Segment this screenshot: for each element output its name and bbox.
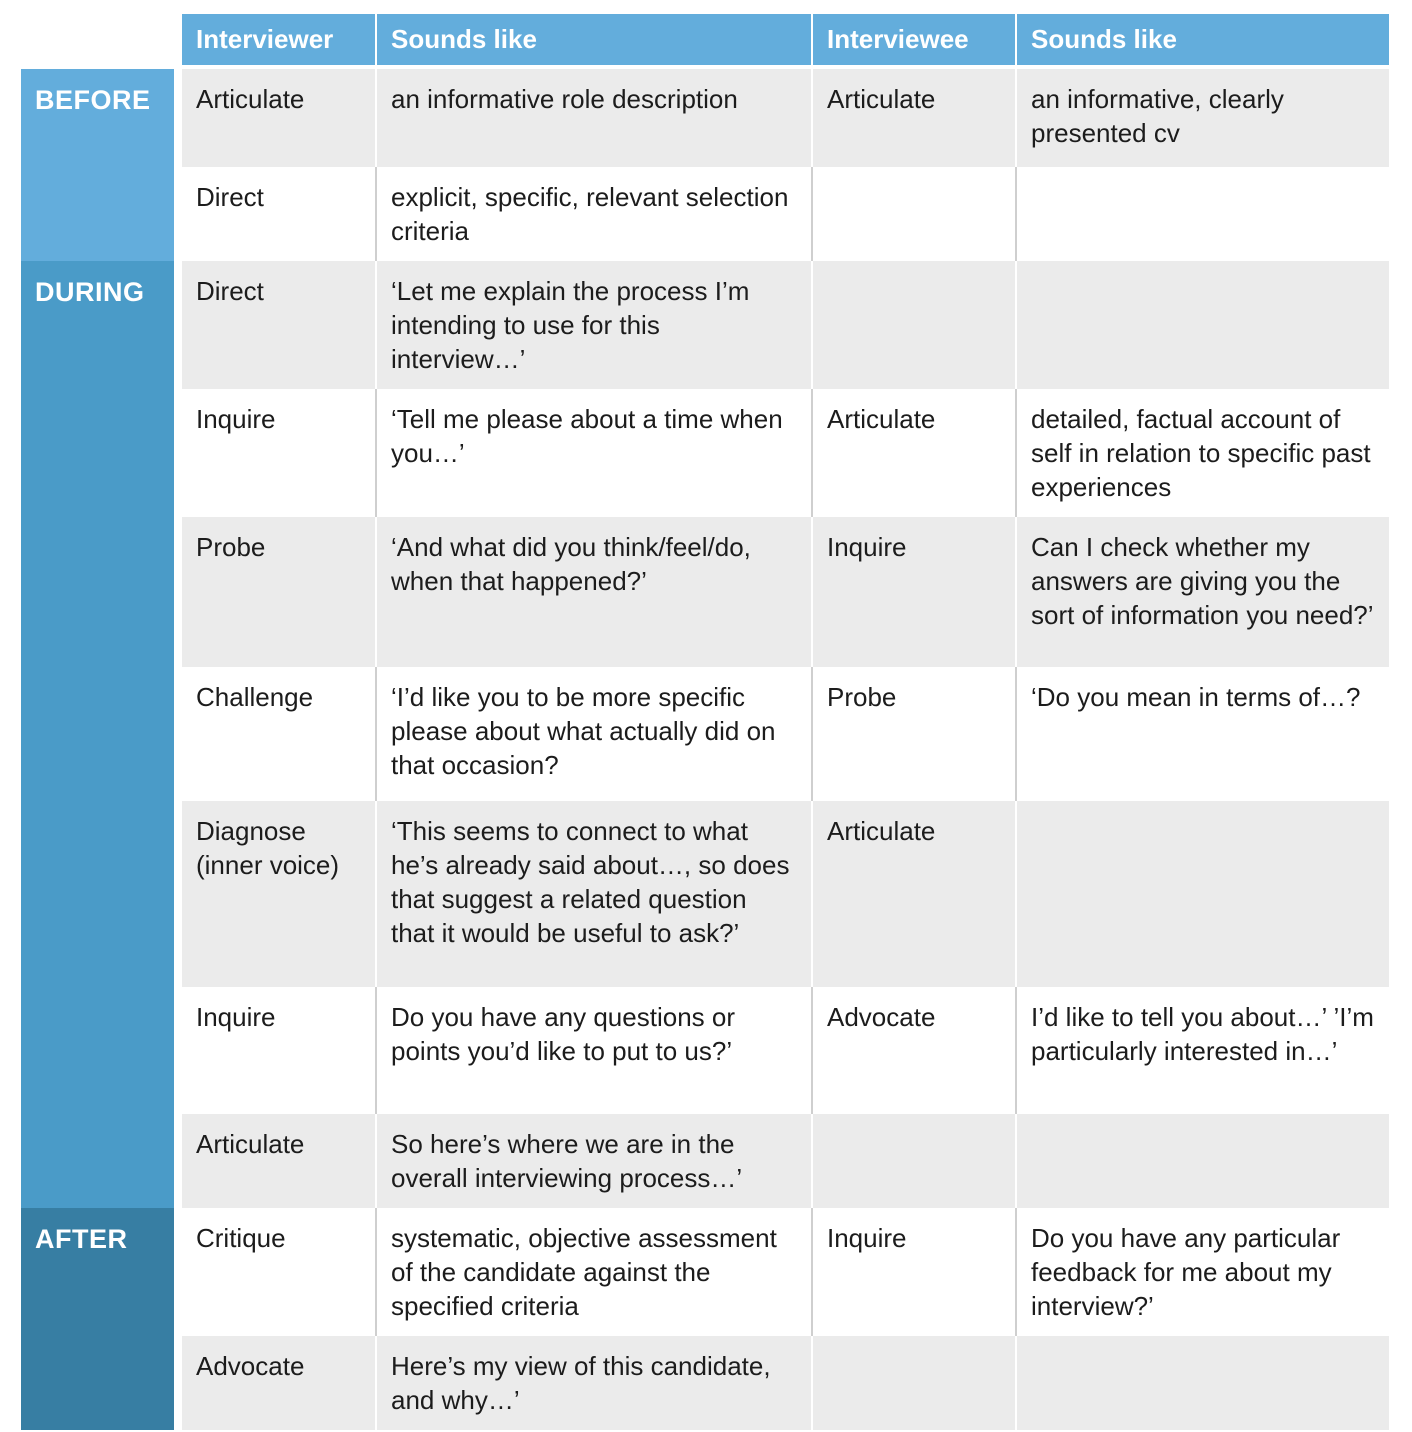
table-row: Advocate Here’s my view of this candidat… (21, 1336, 1389, 1430)
cell-interviewer: Direct (182, 261, 375, 389)
header-cell-interviewee-sounds-like: Sounds like (1015, 14, 1389, 69)
cell-interviewer: Critique (182, 1208, 375, 1336)
cell-interviewee: Inquire (811, 517, 1015, 667)
cell-interviewer: Diagnose (inner voice) (182, 801, 375, 987)
cell-interviewee (811, 1114, 1015, 1208)
cell-interviewer: Inquire (182, 389, 375, 517)
cell-interviewee: Articulate (811, 69, 1015, 167)
cell-interviewee-sounds-like (1015, 1114, 1389, 1208)
header-cell-interviewee: Interviewee (811, 14, 1015, 69)
interview-behaviour-table: Interviewer Sounds like Interviewee Soun… (21, 14, 1389, 1430)
table-row: Challenge ‘I’d like you to be more speci… (21, 667, 1389, 801)
cell-interviewer: Probe (182, 517, 375, 667)
cell-interviewer-sounds-like: Here’s my view of this candidate, and wh… (375, 1336, 811, 1430)
cell-interviewer: Direct (182, 167, 375, 261)
section-label-during: DURING (21, 261, 182, 1208)
header-cell-interviewer: Interviewer (182, 14, 375, 69)
cell-interviewee (811, 167, 1015, 261)
section-label-before: BEFORE (21, 69, 182, 261)
cell-interviewee-sounds-like (1015, 1336, 1389, 1430)
cell-interviewee-sounds-like: Do you have any particular feedback for … (1015, 1208, 1389, 1336)
cell-interviewer: Articulate (182, 69, 375, 167)
cell-interviewer-sounds-like: explicit, specific, relevant selection c… (375, 167, 811, 261)
cell-interviewee: Articulate (811, 389, 1015, 517)
cell-interviewer-sounds-like: ‘This seems to connect to what he’s alre… (375, 801, 811, 987)
cell-interviewee: Inquire (811, 1208, 1015, 1336)
table-row: DURING Direct ‘Let me explain the proces… (21, 261, 1389, 1208)
cell-interviewee: Articulate (811, 801, 1015, 987)
section-label-after: AFTER (21, 1208, 182, 1430)
interview-table-page: Interviewer Sounds like Interviewee Soun… (21, 14, 1389, 1430)
cell-interviewee-sounds-like: an informative, clearly presented cv (1015, 69, 1389, 167)
cell-interviewee-sounds-like (1015, 261, 1389, 389)
cell-interviewer-sounds-like: Do you have any questions or points you’… (375, 987, 811, 1114)
header-row: Interviewer Sounds like Interviewee Soun… (21, 14, 1389, 69)
table-row: Articulate So here’s where we are in the… (21, 1114, 1389, 1208)
table-row: Inquire Do you have any questions or poi… (21, 987, 1389, 1114)
table-row: BEFORE Articulate an informative role de… (21, 69, 1389, 261)
cell-interviewer-sounds-like: So here’s where we are in the overall in… (375, 1114, 811, 1208)
cell-interviewer-sounds-like: ‘I’d like you to be more specific please… (375, 667, 811, 801)
cell-interviewer: Advocate (182, 1336, 375, 1430)
cell-interviewee-sounds-like: I’d like to tell you about…’ ’I’m partic… (1015, 987, 1389, 1114)
cell-interviewee: Advocate (811, 987, 1015, 1114)
cell-interviewer: Inquire (182, 987, 375, 1114)
cell-interviewer: Challenge (182, 667, 375, 801)
cell-interviewer-sounds-like: systematic, objective assessment of the … (375, 1208, 811, 1336)
table-row: AFTER Critique systematic, objective ass… (21, 1208, 1389, 1430)
cell-interviewee-sounds-like: detailed, factual account of self in rel… (1015, 389, 1389, 517)
cell-interviewee: Probe (811, 667, 1015, 801)
cell-interviewer: Articulate (182, 1114, 375, 1208)
cell-interviewee-sounds-like (1015, 801, 1389, 987)
cell-interviewer-sounds-like: an informative role description (375, 69, 811, 167)
table-row: Probe ‘And what did you think/feel/do, w… (21, 517, 1389, 667)
cell-interviewer-sounds-like: ‘Let me explain the process I’m intendin… (375, 261, 811, 389)
table-row: Inquire ‘Tell me please about a time whe… (21, 389, 1389, 517)
cell-interviewee-sounds-like (1015, 167, 1389, 261)
table-row: Direct explicit, specific, relevant sele… (21, 167, 1389, 261)
header-corner-spacer (21, 14, 182, 69)
header-cell-interviewer-sounds-like: Sounds like (375, 14, 811, 69)
cell-interviewee (811, 1336, 1015, 1430)
cell-interviewee-sounds-like: Can I check whether my answers are givin… (1015, 517, 1389, 667)
table-row: Diagnose (inner voice) ‘This seems to co… (21, 801, 1389, 987)
cell-interviewer-sounds-like: ‘Tell me please about a time when you…’ (375, 389, 811, 517)
cell-interviewer-sounds-like: ‘And what did you think/feel/do, when th… (375, 517, 811, 667)
cell-interviewee-sounds-like: ‘Do you mean in terms of…? (1015, 667, 1389, 801)
cell-interviewee (811, 261, 1015, 389)
